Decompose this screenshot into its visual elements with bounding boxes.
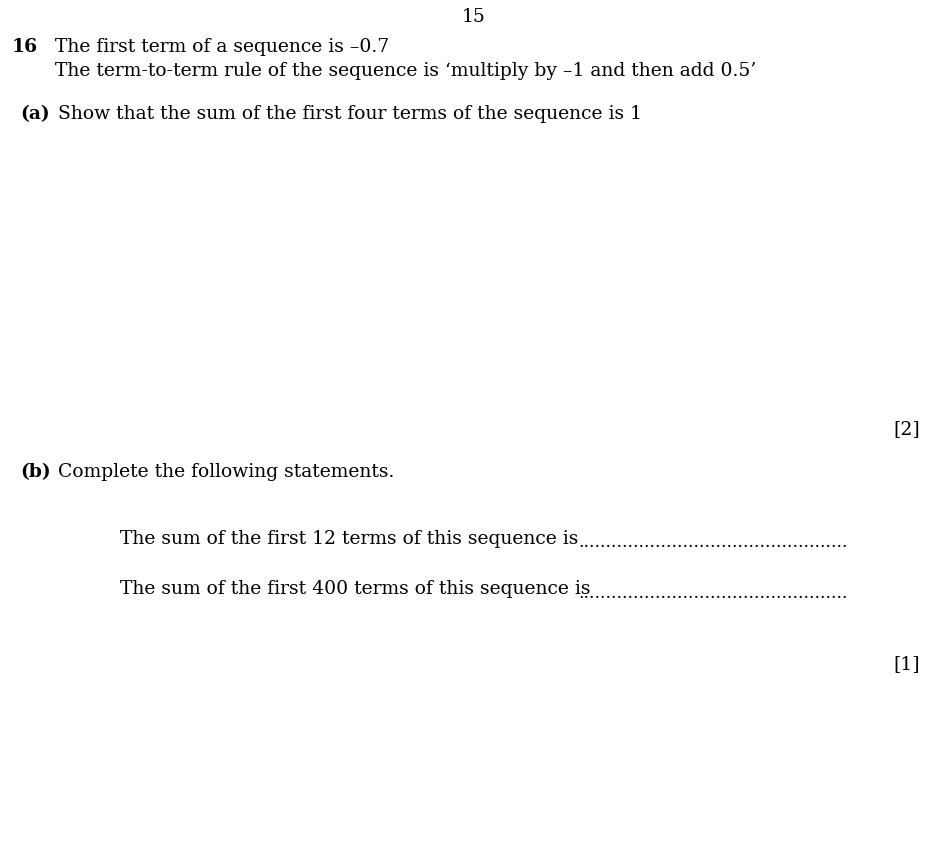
Text: Show that the sum of the first four terms of the sequence is 1: Show that the sum of the first four term… (58, 105, 642, 123)
Text: .................................................: ........................................… (578, 585, 848, 602)
Text: (b): (b) (20, 463, 50, 481)
Text: The sum of the first 12 terms of this sequence is: The sum of the first 12 terms of this se… (120, 530, 578, 548)
Text: (a): (a) (20, 105, 49, 123)
Text: 16: 16 (12, 38, 38, 56)
Text: The term-to-term rule of the sequence is ‘multiply by –1 and then add 0.5’: The term-to-term rule of the sequence is… (55, 62, 757, 80)
Text: [1]: [1] (893, 655, 920, 673)
Text: Complete the following statements.: Complete the following statements. (58, 463, 394, 481)
Text: .................................................: ........................................… (578, 534, 848, 551)
Text: The sum of the first 400 terms of this sequence is: The sum of the first 400 terms of this s… (120, 580, 591, 598)
Text: 15: 15 (462, 8, 486, 26)
Text: [2]: [2] (893, 420, 920, 438)
Text: The first term of a sequence is –0.7: The first term of a sequence is –0.7 (55, 38, 390, 56)
